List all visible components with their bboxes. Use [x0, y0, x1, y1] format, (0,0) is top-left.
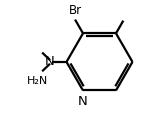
Text: H₂N: H₂N [27, 76, 48, 85]
Text: N: N [45, 55, 55, 68]
Text: N: N [78, 95, 87, 108]
Text: Br: Br [69, 4, 82, 16]
